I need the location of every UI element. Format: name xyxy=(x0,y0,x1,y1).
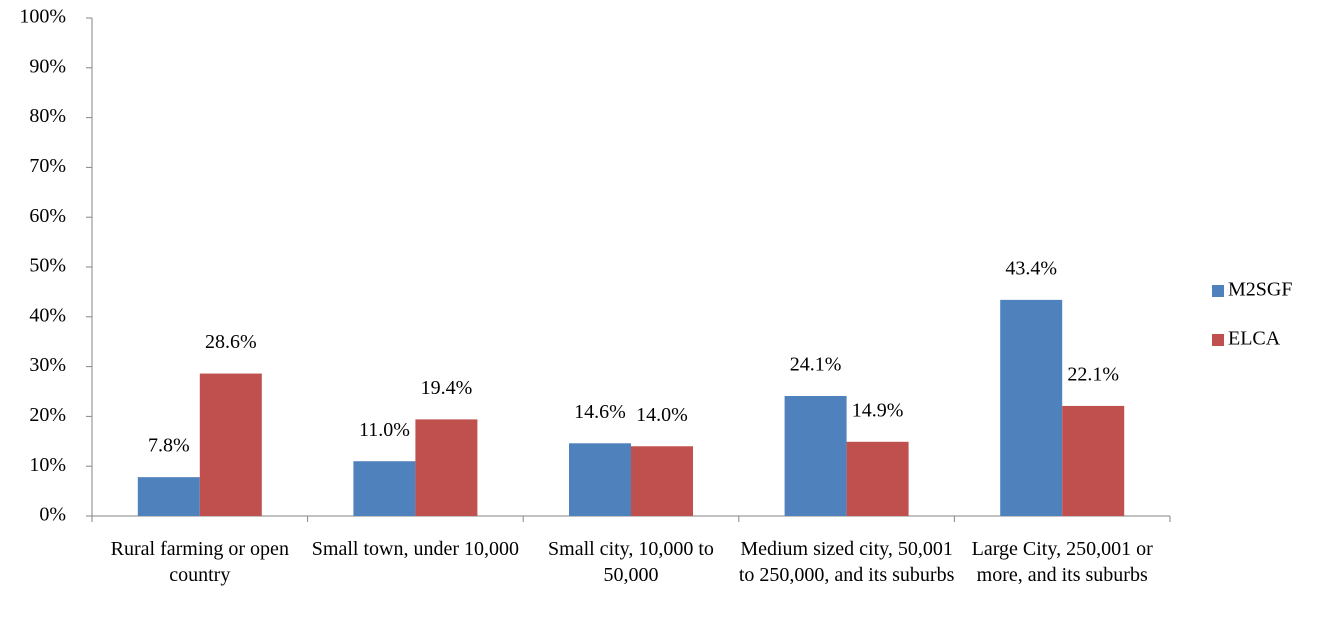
value-label: 43.4% xyxy=(1005,257,1057,279)
value-label: 19.4% xyxy=(421,377,473,399)
bar xyxy=(846,441,909,516)
bar xyxy=(199,373,262,516)
value-label: 14.0% xyxy=(636,404,688,426)
y-tick-label: 60% xyxy=(29,205,66,227)
bar xyxy=(137,477,200,516)
x-tick-label: Rural farming or open country xyxy=(110,538,289,586)
x-tick-label: Medium sized city, 50,001 to 250,000, an… xyxy=(738,538,955,586)
y-tick-label: 30% xyxy=(29,354,66,376)
bar xyxy=(1000,299,1063,516)
y-tick-label: 20% xyxy=(29,404,66,426)
x-tick-label: Small city, 10,000 to 50,000 xyxy=(548,538,714,586)
bar xyxy=(1062,405,1125,516)
value-label: 14.9% xyxy=(852,399,904,421)
bar xyxy=(631,446,693,516)
value-label: 24.1% xyxy=(790,354,842,376)
y-tick-label: 70% xyxy=(29,155,66,177)
x-tick-label: Small town, under 10,000 xyxy=(311,538,519,560)
bar xyxy=(569,443,631,516)
bar xyxy=(353,461,416,516)
value-label: 28.6% xyxy=(205,331,257,353)
y-tick-label: 50% xyxy=(29,255,66,277)
bar xyxy=(784,395,847,516)
legend-label: M2SGF xyxy=(1228,279,1292,301)
x-tick-label: Large City, 250,001 or more, and its sub… xyxy=(971,538,1153,586)
y-tick-label: 100% xyxy=(19,6,66,28)
legend-swatch xyxy=(1212,334,1224,346)
y-tick-label: 40% xyxy=(29,304,66,326)
value-label: 22.1% xyxy=(1067,364,1119,386)
value-label: 7.8% xyxy=(148,435,190,457)
value-label: 14.6% xyxy=(574,401,626,423)
legend-swatch xyxy=(1212,285,1224,297)
legend-label: ELCA xyxy=(1228,328,1281,350)
value-label: 11.0% xyxy=(359,419,410,441)
y-tick-label: 10% xyxy=(29,454,66,476)
y-tick-label: 0% xyxy=(39,504,66,526)
bar xyxy=(415,419,478,516)
y-tick-label: 90% xyxy=(29,55,66,77)
y-tick-label: 80% xyxy=(29,105,66,127)
